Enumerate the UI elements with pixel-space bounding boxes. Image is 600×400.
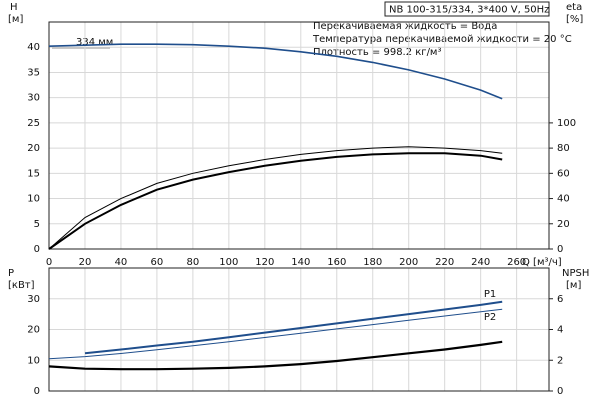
y-unit: [м]	[8, 14, 23, 25]
x-tick-label: 20	[79, 257, 92, 268]
y-tick-label: 30	[27, 93, 40, 104]
y2-tick-label: 2	[557, 355, 563, 366]
curve	[84, 300, 503, 355]
x-tick-label: 180	[363, 257, 382, 268]
x-tick-label: 40	[115, 257, 128, 268]
x-tick-label: 140	[291, 257, 310, 268]
y-tick-label: 5	[34, 219, 40, 230]
y2-tick-label: 20	[557, 219, 570, 230]
y-unit: [кВт]	[8, 280, 35, 291]
y2-tick-label: 80	[557, 143, 570, 154]
plot-frame	[48, 267, 550, 392]
y2-label: NPSH	[562, 268, 589, 279]
curve	[48, 340, 503, 371]
y2-tick-label: 6	[557, 294, 563, 305]
curve	[48, 43, 503, 100]
y-tick-label: 15	[27, 168, 40, 179]
y-tick-label: 0	[34, 386, 40, 397]
y-tick-label: 40	[27, 42, 40, 53]
y-tick-label: 35	[27, 67, 40, 78]
x-tick-label: 240	[471, 257, 490, 268]
x-tick-label: 160	[327, 257, 346, 268]
header: NB 100-315/334, 3*400 V, 50Hz	[389, 5, 549, 16]
curve-label: 334 мм	[76, 37, 113, 48]
y2-unit: [м]	[566, 280, 581, 291]
note: Перекачиваемая жидкость = Вода	[313, 21, 497, 32]
series-label: P1	[484, 289, 496, 300]
y-tick-label: 0	[34, 244, 40, 255]
plot-frame	[48, 21, 550, 250]
y2-label: eta	[566, 2, 582, 13]
x-tick-label: 120	[255, 257, 274, 268]
series-label: P2	[484, 312, 496, 323]
y2-tick-label: 60	[557, 168, 570, 179]
curve	[48, 308, 503, 360]
curve	[48, 146, 503, 250]
y2-tick-label: 0	[557, 244, 563, 255]
y2-tick-label: 40	[557, 194, 570, 205]
y-tick-label: 20	[27, 325, 40, 336]
note: Температура перекачиваемой жидкости = 20…	[312, 34, 572, 45]
y-tick-label: 20	[27, 143, 40, 154]
plots: 0 20 40 60 80 100 120 140 160 180 200 220 240 2600510…	[27, 21, 576, 397]
y2-tick-label: 0	[557, 386, 563, 397]
y2-tick-label: 100	[557, 118, 576, 129]
x-label: Q [м³/ч]	[522, 257, 562, 268]
header-box	[384, 1, 550, 17]
y-label: H	[10, 2, 18, 13]
x-tick-label: 100	[219, 257, 238, 268]
y-tick-label: 30	[27, 294, 40, 305]
x-tick-label: 0	[46, 257, 52, 268]
y-label: P	[8, 268, 14, 279]
x-tick-label: 220	[435, 257, 454, 268]
x-tick-label: 80	[187, 257, 200, 268]
x-tick-label: 260	[507, 257, 526, 268]
y2-unit: [%]	[566, 14, 583, 25]
y-tick-label: 10	[27, 194, 40, 205]
curve	[48, 152, 503, 250]
note: Плотность = 998.2 кг/м³	[313, 47, 442, 58]
x-tick-label: 60	[151, 257, 164, 268]
y-tick-label: 25	[27, 118, 40, 129]
y-tick-label: 10	[27, 355, 40, 366]
y2-tick-label: 4	[557, 325, 563, 336]
x-tick-label: 200	[399, 257, 418, 268]
